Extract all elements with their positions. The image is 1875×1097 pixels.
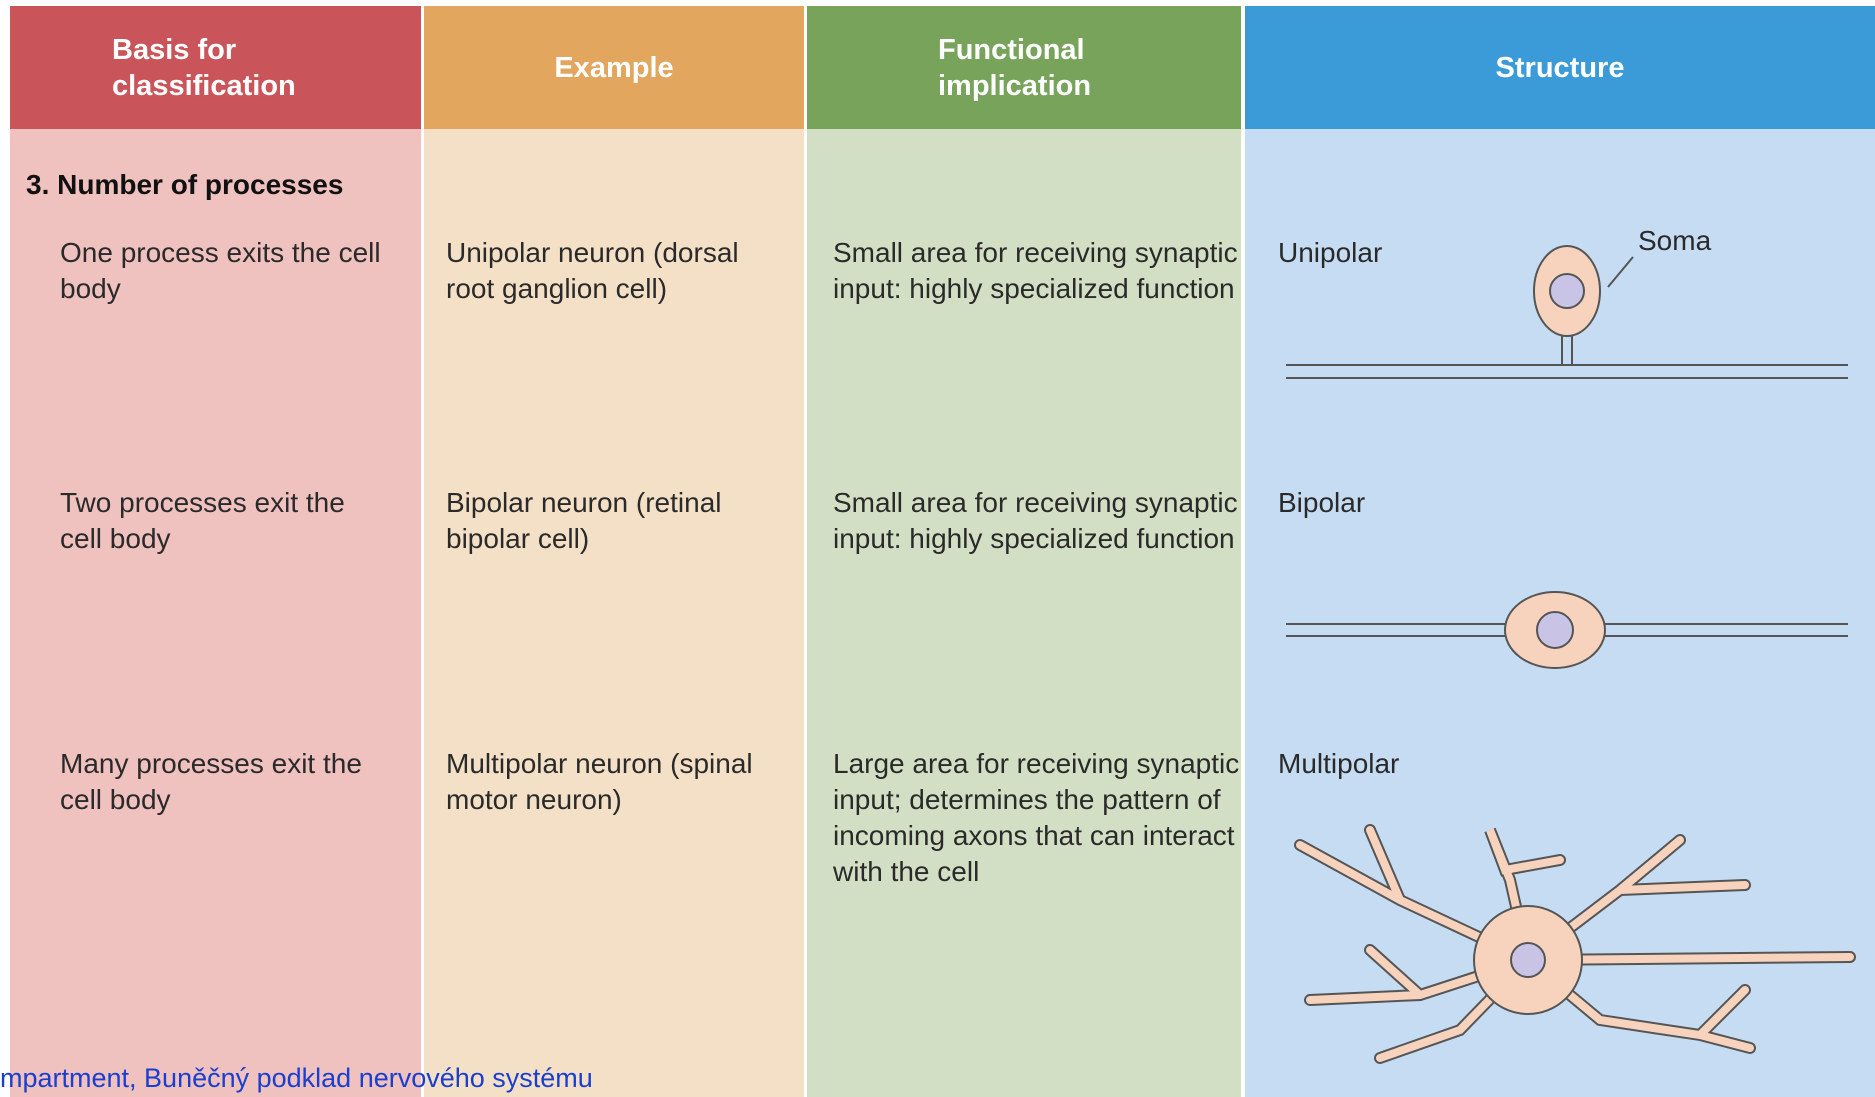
cell-basis: Two processes exit the cell body (60, 487, 345, 554)
header-cell: Basis for classification (10, 6, 421, 129)
column-bg (1245, 6, 1875, 1097)
column-bg (424, 6, 804, 1097)
soma-label: Soma (1638, 225, 1712, 256)
cell-implication: Small area for receiving synaptic input:… (833, 487, 1238, 554)
cell-basis: One process exits the cell body (60, 237, 381, 304)
cell-implication: Small area for receiving synaptic input:… (833, 237, 1238, 304)
cell-example: Bipolar neuron (retinal bipolar cell) (446, 487, 722, 554)
header-cell: Example (424, 6, 804, 129)
section-title: 3. Number of processes (26, 169, 344, 200)
unipolar-drawing (1286, 245, 1848, 379)
header-text: Example (554, 51, 674, 84)
header-cell: Structure (1245, 6, 1875, 129)
column-bg (807, 6, 1241, 1097)
multipolar-drawing (1294, 824, 1856, 1064)
cell-example: Multipolar neuron (spinal motor neuron) (446, 748, 753, 815)
cell-basis: Many processes exit the cell body (60, 748, 362, 815)
header-cell: Functional implication (807, 6, 1241, 129)
cell-structure: Bipolar (1278, 487, 1366, 518)
bipolar-drawing (1286, 591, 1848, 669)
cell-example: Unipolar neuron (dorsal root ganglion ce… (446, 237, 739, 304)
caption: mpartment, Buněčný podklad nervového sys… (0, 1063, 593, 1093)
cell-structure: Unipolar (1278, 237, 1383, 268)
cell-structure: Multipolar (1278, 748, 1400, 779)
header-text: Structure (1495, 51, 1625, 84)
header-text: Basis for classification (112, 33, 296, 102)
cell-implication: Large area for receiving synaptic input;… (833, 748, 1240, 887)
header-text: Functional implication (938, 33, 1092, 102)
column-bg (10, 6, 421, 1097)
